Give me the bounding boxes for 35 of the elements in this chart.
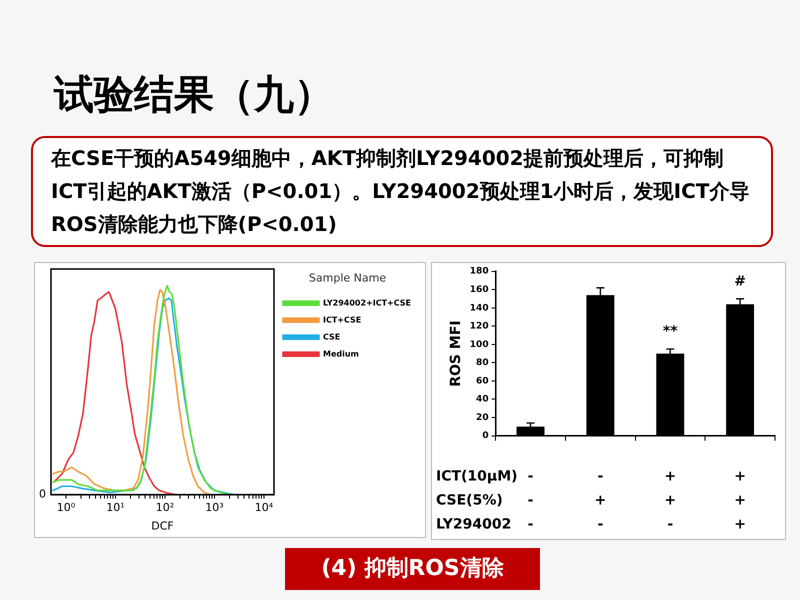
- legend-label: CSE: [323, 332, 340, 342]
- x-tick-label: + + +: [734, 468, 746, 533]
- x-tick-label: 10²: [156, 501, 174, 514]
- y-tick-label: 180: [470, 266, 489, 277]
- annotation: #: [734, 273, 746, 290]
- x-tick-label: - + -: [594, 468, 606, 533]
- text: CSE(5%): [436, 492, 503, 509]
- legend-title: Sample Name: [308, 271, 386, 284]
- legend-label: ICT+CSE: [323, 315, 362, 324]
- x-tick-label: 10⁰: [56, 501, 76, 514]
- text: ICT(10μM): [436, 468, 518, 484]
- x-tick-label: + + -: [664, 468, 676, 533]
- x-tick-label: 10¹: [106, 501, 125, 514]
- x-axis-title: DCF: [151, 519, 174, 532]
- chart-title: 试验结果（九）: [54, 71, 334, 120]
- y-tick-label: 100: [470, 340, 489, 350]
- x-tick-label: - - -: [528, 468, 534, 533]
- text: (4) 抑制ROS清除: [285, 548, 540, 590]
- annotation: **: [662, 324, 678, 340]
- y-tick-label: 80: [476, 358, 489, 368]
- x-tick-label: 10³: [205, 501, 224, 514]
- y-axis-title: ROS MFI: [448, 320, 464, 387]
- legend-label: Medium: [323, 349, 359, 358]
- y-tick-label: 60: [476, 376, 489, 386]
- text: 在CSE干预的A549细胞中，AKT抑制剂LY294002提前预处理后，可抑制ICT引起的AKT激活（P<0.01）。LY294002预处理1小时后，发现ICT介导ROS清除能力也下降(P<0.01): [31, 136, 773, 247]
- y-tick-label: 140: [470, 303, 489, 314]
- y-tick-label: 120: [470, 322, 489, 332]
- y-tick-label: 40: [476, 394, 489, 405]
- y-tick-label: 0: [482, 431, 489, 442]
- y-tick-label: 20: [476, 412, 489, 423]
- text: 0: [39, 487, 46, 500]
- y-tick-label: 160: [470, 285, 489, 296]
- legend-label: LY294002+ICT+CSE: [323, 298, 411, 308]
- text: LY294002: [436, 516, 512, 533]
- x-tick-label: 10⁴: [254, 501, 274, 514]
